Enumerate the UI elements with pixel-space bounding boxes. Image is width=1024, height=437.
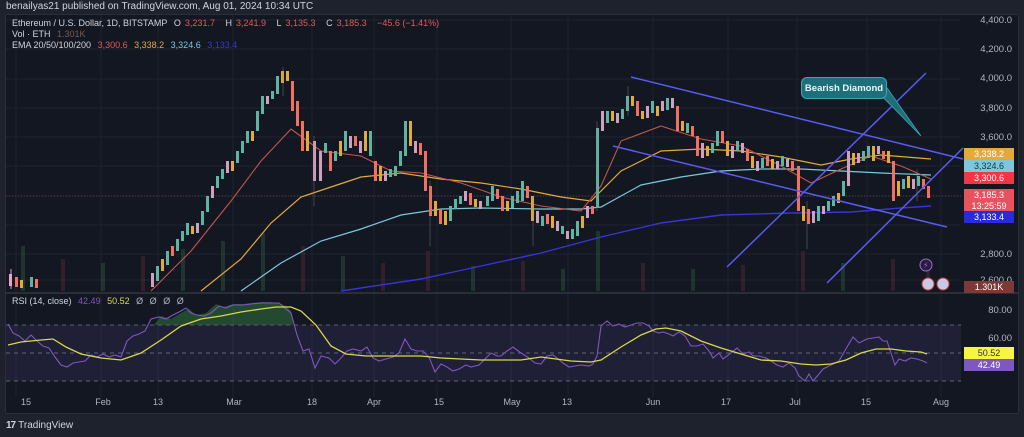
time-label: Apr — [366, 397, 382, 407]
countdown-tag: 13:25:59 — [964, 200, 1014, 212]
rsi-axis-label: 80.00 — [988, 305, 1012, 316]
rsi-ma-tag: 50.52 — [964, 347, 1014, 359]
rsi-tag: 42.49 — [964, 359, 1014, 371]
ema20-value: 3,300.6 — [97, 40, 128, 50]
right-ascending-line — [826, 147, 964, 284]
symbol-legend: Ethereum / U.S. Dollar, 1D, BITSTAMP O 3,… — [12, 18, 440, 28]
flash-event-icon — [919, 258, 933, 272]
volume-bars — [21, 231, 930, 291]
ema-legend: EMA 20/50/100/200 3,300.6 3,338.2 3,324.… — [12, 40, 241, 51]
price-label: 2,600.0 — [980, 275, 1012, 286]
time-label: Jul — [789, 397, 801, 407]
price-label: 3,600.0 — [980, 132, 1012, 143]
change-value: −45.6 (−1.41%) — [377, 18, 440, 28]
volume-value: 1.301K — [57, 29, 86, 39]
footer: 17 TradingView — [0, 414, 1024, 437]
rsi-ma-line — [7, 306, 928, 366]
publish-text: benailyas21 published on TradingView.com… — [6, 1, 314, 12]
close-value: 3,185.3 — [336, 18, 367, 28]
last-price-tag: 3,185.3 — [964, 189, 1014, 201]
volume-label: Vol · ETH — [12, 29, 51, 39]
rsi-value: 42.49 — [78, 296, 101, 306]
us-event-icon-2 — [936, 277, 950, 291]
time-label: Feb — [95, 397, 111, 407]
ema-label: EMA 20/50/100/200 — [12, 40, 92, 50]
symbol-name: Ethereum / U.S. Dollar, 1D, BITSTAMP — [12, 18, 168, 28]
ema200-line — [340, 205, 932, 292]
ema50-tag: 3,338.2 — [964, 148, 1014, 160]
ema100-tag: 3,324.6 — [964, 160, 1014, 172]
rsi-label: RSI (14, close) — [12, 296, 72, 306]
time-label: 17 — [720, 397, 732, 407]
time-label: Aug — [932, 397, 950, 407]
low-value: 3,135.3 — [285, 18, 316, 28]
bearish-diamond-callout[interactable]: Bearish Diamond — [801, 77, 887, 99]
rsi-legend: RSI (14, close) 42.49 50.52 Ø Ø Ø Ø — [12, 296, 184, 306]
time-label: 13 — [561, 397, 573, 407]
open-value: 3,231.7 — [184, 18, 215, 28]
svg-text:⚡: ⚡ — [923, 261, 929, 270]
publish-bar: benailyas21 published on TradingView.com… — [0, 0, 1024, 14]
upper-descending-line — [630, 76, 964, 160]
time-axis[interactable]: 15 Feb 13 Mar 18 Apr 15 May 13 Jun 17 Ju… — [6, 397, 1018, 413]
chart-canvas[interactable]: ⚡ — [6, 15, 1019, 414]
ema50-line — [200, 148, 932, 292]
ema20-tag: 3,300.6 — [964, 172, 1014, 184]
ema200-value: 3,133.4 — [207, 40, 238, 50]
time-label: 15 — [860, 397, 872, 407]
time-label: 18 — [306, 397, 318, 407]
ema50-value: 3,338.2 — [134, 40, 165, 50]
candles — [9, 67, 930, 289]
rsi-overbought-fill — [154, 302, 293, 325]
trendlines — [612, 72, 964, 284]
price-axis[interactable]: 4,400.0 4,200.0 4,000.0 3,800.0 3,600.0 … — [956, 15, 1018, 413]
chart-frame[interactable]: ⚡ Ethereum / U.S. Dollar, 1D, BITSTAMP O… — [5, 14, 1019, 414]
us-event-icon-1 — [921, 277, 935, 291]
brand-name: TradingView — [18, 420, 74, 431]
volume-legend: Vol · ETH 1.301K — [12, 29, 90, 40]
rsi-ma-value: 50.52 — [107, 296, 130, 306]
volume-tag: 1.301K — [964, 281, 1014, 293]
rsi-line — [7, 302, 928, 382]
tradingview-logo-icon: 17 — [6, 420, 16, 431]
time-label: Mar — [226, 397, 242, 407]
callout-text: Bearish Diamond — [804, 82, 884, 94]
time-label: 15 — [20, 397, 32, 407]
price-label: 4,400.0 — [980, 15, 1012, 26]
rsi-axis-label: 60.00 — [988, 333, 1012, 344]
price-label: 3,800.0 — [980, 103, 1012, 114]
lower-descending-line — [612, 145, 948, 228]
time-label: 15 — [433, 397, 445, 407]
time-label: 13 — [152, 397, 164, 407]
price-label: 2,800.0 — [980, 249, 1012, 260]
price-label: 4,000.0 — [980, 73, 1012, 84]
high-value: 3,241.9 — [235, 18, 266, 28]
ema200-tag: 3,133.4 — [964, 211, 1014, 223]
price-label: 4,200.0 — [980, 44, 1012, 55]
ema100-value: 3,324.6 — [170, 40, 201, 50]
time-label: May — [503, 397, 521, 407]
time-label: Jun — [645, 397, 661, 407]
